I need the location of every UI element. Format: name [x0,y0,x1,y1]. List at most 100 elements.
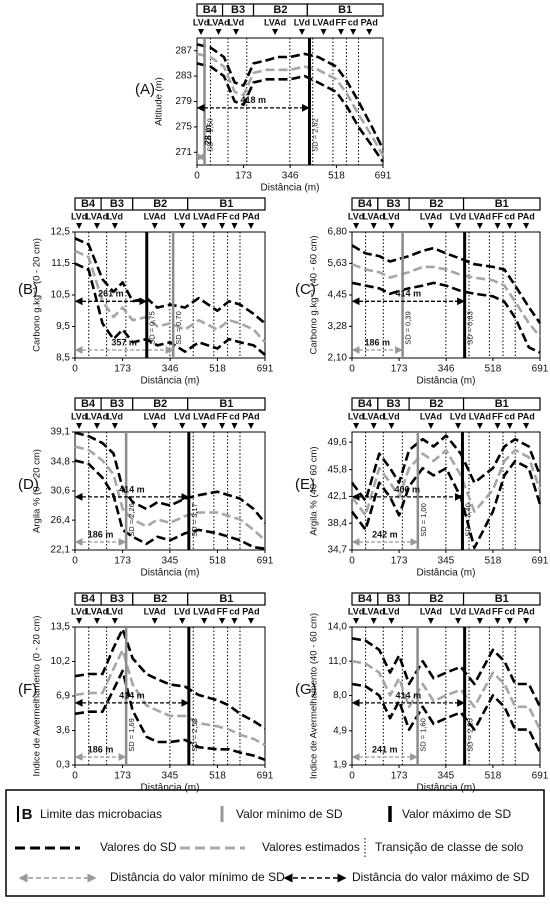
sd-label: SD = 2,53 [190,718,199,752]
soil-label: LVd [71,211,87,221]
x-tick-label: 691 [532,556,549,567]
soil-marker [219,223,226,229]
x-tick-label: 0 [72,771,78,782]
basin-label: B1 [219,593,233,605]
soil-label: LVAd [363,606,385,616]
soil-label: LVd [107,411,123,421]
soil-label: cd [229,211,240,221]
legend-label: Transição de classe de solo [375,840,524,854]
soil-label: cd [229,606,240,616]
series-line [350,448,542,517]
x-tick-label: 0 [349,364,355,375]
soil-marker [523,423,530,429]
soil-label: cd [505,211,516,221]
y-tick-label: 34,8 [51,456,71,467]
y-tick-label: 271 [175,147,192,158]
soil-marker [523,618,530,624]
soil-label: LVd [383,606,399,616]
soil-marker [247,618,254,624]
x-tick-label: 691 [375,171,392,182]
soil-marker [231,423,238,429]
soil-label: LVd [450,606,466,616]
soil-label: LVAd [193,211,215,221]
basin-box [462,592,541,606]
sd-label: SD = 2,26 [127,503,136,537]
y-axis-label: Argila % (0 - 20 cm) [32,449,43,533]
soil-label: LVAd [144,606,166,616]
series-line [351,281,541,354]
y-tick-label: 5,63 [328,258,348,269]
soil-label: LVd [348,606,364,616]
sd-label: SD = 0,70 [174,311,183,345]
series-line [351,262,542,338]
soil-label: LVd [174,411,190,421]
distance-label: 414 m [396,289,422,299]
series-line [74,262,266,356]
x-tick-label: 346 [162,364,179,375]
sd-label: SD = 1,50 [206,118,215,152]
panel-label: (C) [295,281,316,298]
basin-label: B2 [273,4,287,16]
legend: B Limite das microbacias Valor mínimo de… [5,789,545,897]
y-tick-label: 10,5 [51,290,71,301]
legend-symbol-text: B [22,806,33,823]
sd-label: SD = 0,75 [148,311,157,345]
soil-marker [427,618,434,624]
x-tick-label: 691 [257,771,274,782]
soil-label: FF [492,606,503,616]
y-tick-label: 6,80 [328,227,348,238]
distance-label: 28 m [203,125,213,146]
y-axis-label: Indice de Avermelhamento (40 - 60 cm) [309,613,320,779]
legend-box [5,789,545,897]
x-tick-label: 518 [485,364,502,375]
x-tick-label: 518 [485,556,502,567]
series-line [351,637,542,708]
x-axis-label: Distância (m) [417,376,476,387]
x-tick-label: 691 [532,771,549,782]
soil-marker [427,423,434,429]
basin-label: B2 [153,398,167,410]
soil-marker [494,223,501,229]
soil-label: PAd [242,606,259,616]
x-tick-label: 173 [114,364,131,375]
basin-label: B3 [110,198,124,210]
soil-marker [388,223,395,229]
basin-box [306,3,384,17]
soil-marker [523,223,530,229]
series-line [350,459,542,550]
x-tick-label: 0 [72,364,78,375]
x-tick-label: 518 [209,771,226,782]
panel-label: (B) [18,281,38,298]
basin-label: B4 [81,398,96,410]
basin-label: B4 [358,398,373,410]
legend-label: Distância do valor máximo de SD [352,870,530,884]
soil-label: LVd [383,211,399,221]
panel-label: (D) [18,476,39,493]
x-tick-label: 691 [257,364,274,375]
y-axis-label: Altitude (m) [154,77,165,126]
soil-marker [231,618,238,624]
sd-label: SD = 2,25 [466,718,475,752]
soil-label: LVAd [207,17,229,27]
sd-label: SD = 0,63 [466,311,475,345]
soil-marker [231,223,238,229]
basin-label: B2 [429,198,443,210]
distance-label: 357 m [111,337,137,347]
soil-marker [388,423,395,429]
y-axis-label: Carbono g.kg⁻¹ (40 - 60 cm) [309,235,320,354]
series-line [74,431,267,524]
y-tick-label: 14,0 [328,622,348,633]
x-axis-label: Distância (m) [141,568,200,579]
soil-label: LVd [107,606,123,616]
y-axis-label: Carbono g.kg⁻¹ (0 - 20 cm) [32,238,43,352]
soil-label: PAd [242,211,259,221]
sd-label: SD = 1,60 [419,718,428,752]
soil-label: FF [492,211,503,221]
distance-label: 414 m [396,690,422,700]
x-tick-label: 173 [391,556,408,567]
soil-marker [476,223,483,229]
soil-marker [76,223,83,229]
